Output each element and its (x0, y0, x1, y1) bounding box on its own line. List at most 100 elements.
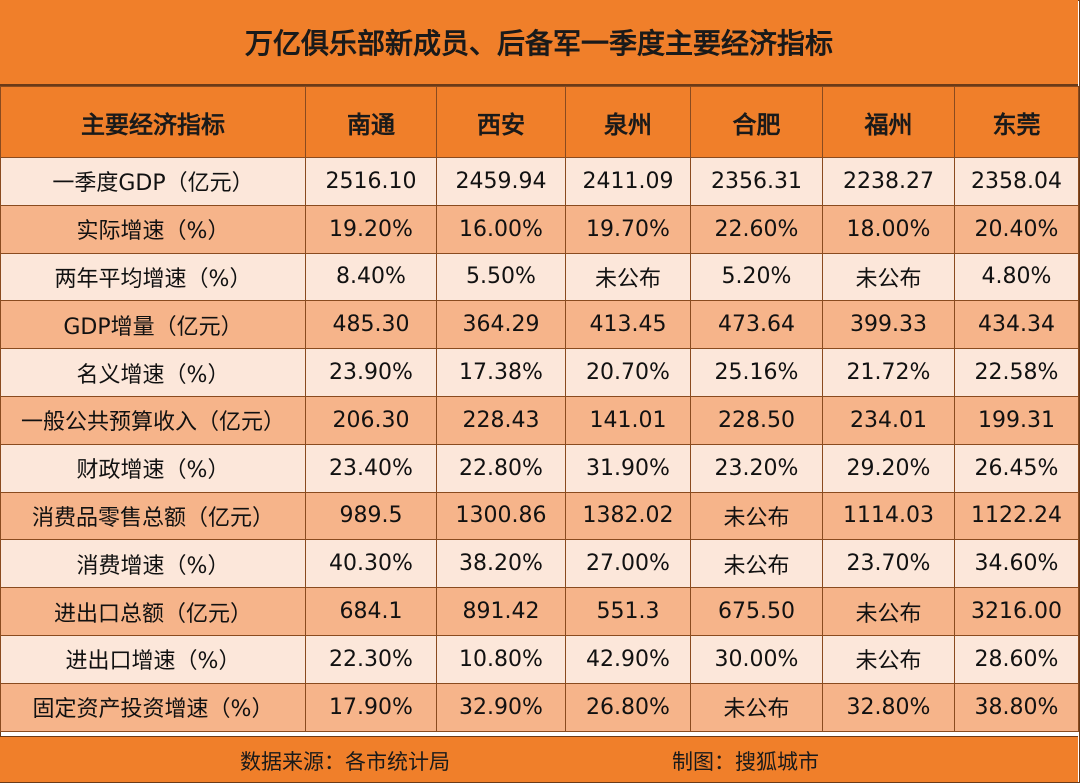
value-cell: 40.30% (305, 539, 437, 589)
value-cell: 未公布 (690, 539, 823, 589)
value-cell: 22.58% (954, 348, 1079, 397)
value-cell: 551.3 (565, 587, 691, 636)
table-row: 消费增速（%） 40.30% 38.20% 27.00% 未公布 23.70% 34.60% (0, 539, 1079, 589)
value-cell: 未公布 (822, 252, 955, 302)
indicator-label-cell: 消费品零售总额（亿元） (0, 491, 306, 541)
indicator-label-cell: 进出口增速（%） (0, 634, 306, 684)
value-cell: 206.30 (305, 395, 437, 445)
value-cell: 4.80% (954, 252, 1079, 302)
value-cell: 42.90% (565, 634, 691, 684)
indicator-label-cell: 一般公共预算收入（亿元） (0, 395, 306, 445)
value-cell: 38.20% (436, 539, 566, 589)
value-cell: 2358.04 (954, 157, 1079, 206)
value-cell: 23.90% (305, 348, 437, 397)
header-row: 主要经济指标 南通 西安 泉州 合肥 福州 东莞 (0, 86, 1079, 158)
value-cell: 26.45% (954, 443, 1079, 493)
value-cell: 3216.00 (954, 587, 1079, 636)
value-cell: 19.20% (305, 204, 437, 254)
value-cell: 399.33 (822, 300, 955, 350)
value-cell: 228.43 (436, 395, 566, 445)
indicator-label-cell: 一季度GDP（亿元） (0, 157, 306, 206)
value-cell: 32.80% (822, 682, 955, 732)
value-cell: 34.60% (954, 539, 1079, 589)
value-cell: 31.90% (565, 443, 691, 493)
value-cell: 未公布 (822, 634, 955, 684)
value-cell: 234.01 (822, 395, 955, 445)
value-cell: 5.20% (690, 252, 823, 302)
value-cell: 30.00% (690, 634, 823, 684)
table-row: 一般公共预算收入（亿元） 206.30 228.43 141.01 228.50 234.… (0, 395, 1079, 445)
value-cell: 20.40% (954, 204, 1079, 254)
table-row: 消费品零售总额（亿元） 989.5 1300.86 1382.02 未公布 1114.03… (0, 491, 1079, 541)
value-cell: 25.16% (690, 348, 823, 397)
value-cell: 2459.94 (436, 157, 566, 206)
value-cell: 1122.24 (954, 491, 1079, 541)
value-cell: 675.50 (690, 587, 823, 636)
table-row: 进出口增速（%） 22.30% 10.80% 42.90% 30.00% 未公布 28.60… (0, 634, 1079, 684)
value-cell: 1114.03 (822, 491, 955, 541)
column-header: 主要经济指标 (0, 86, 306, 158)
page-title: 万亿俱乐部新成员、后备军一季度主要经济指标 (0, 0, 1078, 86)
value-cell: 1300.86 (436, 491, 566, 541)
column-header: 南通 (305, 86, 437, 158)
indicator-label-cell: 名义增速（%） (0, 348, 306, 397)
table-row: 两年平均增速（%） 8.40% 5.50% 未公布 5.20% 未公布 4.80% (0, 252, 1079, 302)
value-cell: 8.40% (305, 252, 437, 302)
value-cell: 684.1 (305, 587, 437, 636)
value-cell: 29.20% (822, 443, 955, 493)
value-cell: 32.90% (436, 682, 566, 732)
footer-bar: 数据来源：各市统计局 制图：搜狐城市 (0, 736, 1078, 782)
indicator-label-cell: 固定资产投资增速（%） (0, 682, 306, 732)
value-cell: 未公布 (565, 252, 691, 302)
value-cell: 23.40% (305, 443, 437, 493)
column-header: 泉州 (565, 86, 691, 158)
value-cell: 26.80% (565, 682, 691, 732)
value-cell: 473.64 (690, 300, 823, 350)
value-cell: 141.01 (565, 395, 691, 445)
value-cell: 891.42 (436, 587, 566, 636)
indicator-label-cell: 两年平均增速（%） (0, 252, 306, 302)
table-row: 固定资产投资增速（%） 17.90% 32.90% 26.80% 未公布 32.80% 38… (0, 682, 1079, 732)
chart-credit: 制图：搜狐城市 (672, 750, 819, 774)
value-cell: 28.60% (954, 634, 1079, 684)
value-cell: 5.50% (436, 252, 566, 302)
value-cell: 18.00% (822, 204, 955, 254)
value-cell: 38.80% (954, 682, 1079, 732)
value-cell: 413.45 (565, 300, 691, 350)
indicator-label-cell: 进出口总额（亿元） (0, 587, 306, 636)
value-cell: 434.34 (954, 300, 1079, 350)
table-row: 财政增速（%） 23.40% 22.80% 31.90% 23.20% 29.20% 26.… (0, 443, 1079, 493)
value-cell: 2411.09 (565, 157, 691, 206)
value-cell: 23.20% (690, 443, 823, 493)
value-cell: 未公布 (822, 587, 955, 636)
value-cell: 17.38% (436, 348, 566, 397)
value-cell: 27.00% (565, 539, 691, 589)
value-cell: 17.90% (305, 682, 437, 732)
value-cell: 20.70% (565, 348, 691, 397)
value-cell: 989.5 (305, 491, 437, 541)
table-row: 进出口总额（亿元） 684.1 891.42 551.3 675.50 未公布 3216.0… (0, 587, 1079, 636)
value-cell: 21.72% (822, 348, 955, 397)
table-row: GDP增量（亿元） 485.30 364.29 413.45 473.64 399.33 4… (0, 300, 1079, 350)
value-cell: 19.70% (565, 204, 691, 254)
value-cell: 228.50 (690, 395, 823, 445)
value-cell: 22.30% (305, 634, 437, 684)
table-row: 一季度GDP（亿元） 2516.10 2459.94 2411.09 2356.31 22… (0, 157, 1079, 206)
value-cell: 22.80% (436, 443, 566, 493)
value-cell: 364.29 (436, 300, 566, 350)
value-cell: 2356.31 (690, 157, 823, 206)
value-cell: 1382.02 (565, 491, 691, 541)
column-header: 福州 (822, 86, 955, 158)
indicator-table: 主要经济指标 南通 西安 泉州 合肥 福州 东莞 一季度GDP（亿元） 2516.… (0, 86, 1079, 732)
indicator-label-cell: 实际增速（%） (0, 204, 306, 254)
value-cell: 22.60% (690, 204, 823, 254)
indicator-label-cell: 财政增速（%） (0, 443, 306, 493)
table-row: 实际增速（%） 19.20% 16.00% 19.70% 22.60% 18.00% 20.… (0, 204, 1079, 254)
data-source-note: 数据来源：各市统计局 (240, 750, 450, 774)
table-row: 名义增速（%） 23.90% 17.38% 20.70% 25.16% 21.72% 22.… (0, 348, 1079, 397)
value-cell: 10.80% (436, 634, 566, 684)
value-cell: 2516.10 (305, 157, 437, 206)
value-cell: 16.00% (436, 204, 566, 254)
indicator-label-cell: 消费增速（%） (0, 539, 306, 589)
value-cell: 485.30 (305, 300, 437, 350)
